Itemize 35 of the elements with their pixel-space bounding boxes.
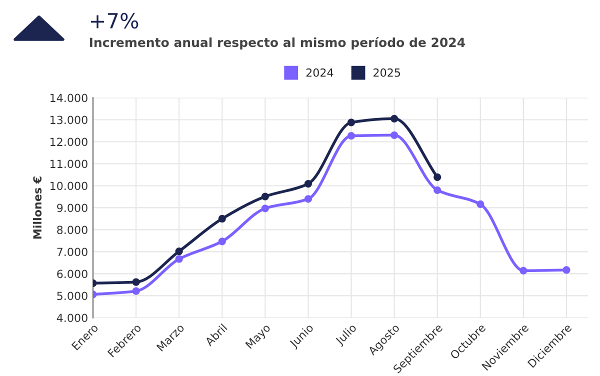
point xyxy=(520,266,528,274)
chart-subtitle: Incremento anual respecto al mismo período de 2024 xyxy=(90,36,465,50)
point xyxy=(218,214,226,223)
chart-title: +7% xyxy=(91,12,138,29)
y-tick-label: 8.000 xyxy=(57,226,88,234)
point xyxy=(261,192,269,200)
y-tick-label: 14.000 xyxy=(50,94,88,102)
point xyxy=(390,114,398,122)
y-tick-label: 7.000 xyxy=(57,248,88,256)
point xyxy=(175,247,183,256)
point xyxy=(476,200,484,208)
point xyxy=(261,204,269,212)
y-tick-label: 11.000 xyxy=(50,160,88,168)
point xyxy=(304,195,312,203)
y-tick-label: 5.000 xyxy=(57,292,88,300)
y-tick-label: 6.000 xyxy=(57,270,88,278)
point xyxy=(175,255,183,263)
point xyxy=(562,266,570,274)
y-tick-label: 9.000 xyxy=(57,204,88,212)
point xyxy=(304,180,312,188)
point xyxy=(132,278,140,286)
y-tick-label: 13.000 xyxy=(50,116,88,124)
legend-label: 2024 xyxy=(306,68,334,77)
y-tick-label: 10.000 xyxy=(50,182,88,190)
point xyxy=(218,238,226,246)
point xyxy=(347,118,356,126)
legend-label: 2025 xyxy=(374,68,400,77)
point xyxy=(132,287,140,295)
point xyxy=(434,173,442,181)
y-tick-label: 12.000 xyxy=(50,138,88,146)
point xyxy=(390,131,398,139)
point xyxy=(434,186,442,194)
y-tick-label: 4.000 xyxy=(56,314,88,322)
point xyxy=(347,132,356,140)
y-axis-title: Millones € xyxy=(32,176,42,239)
